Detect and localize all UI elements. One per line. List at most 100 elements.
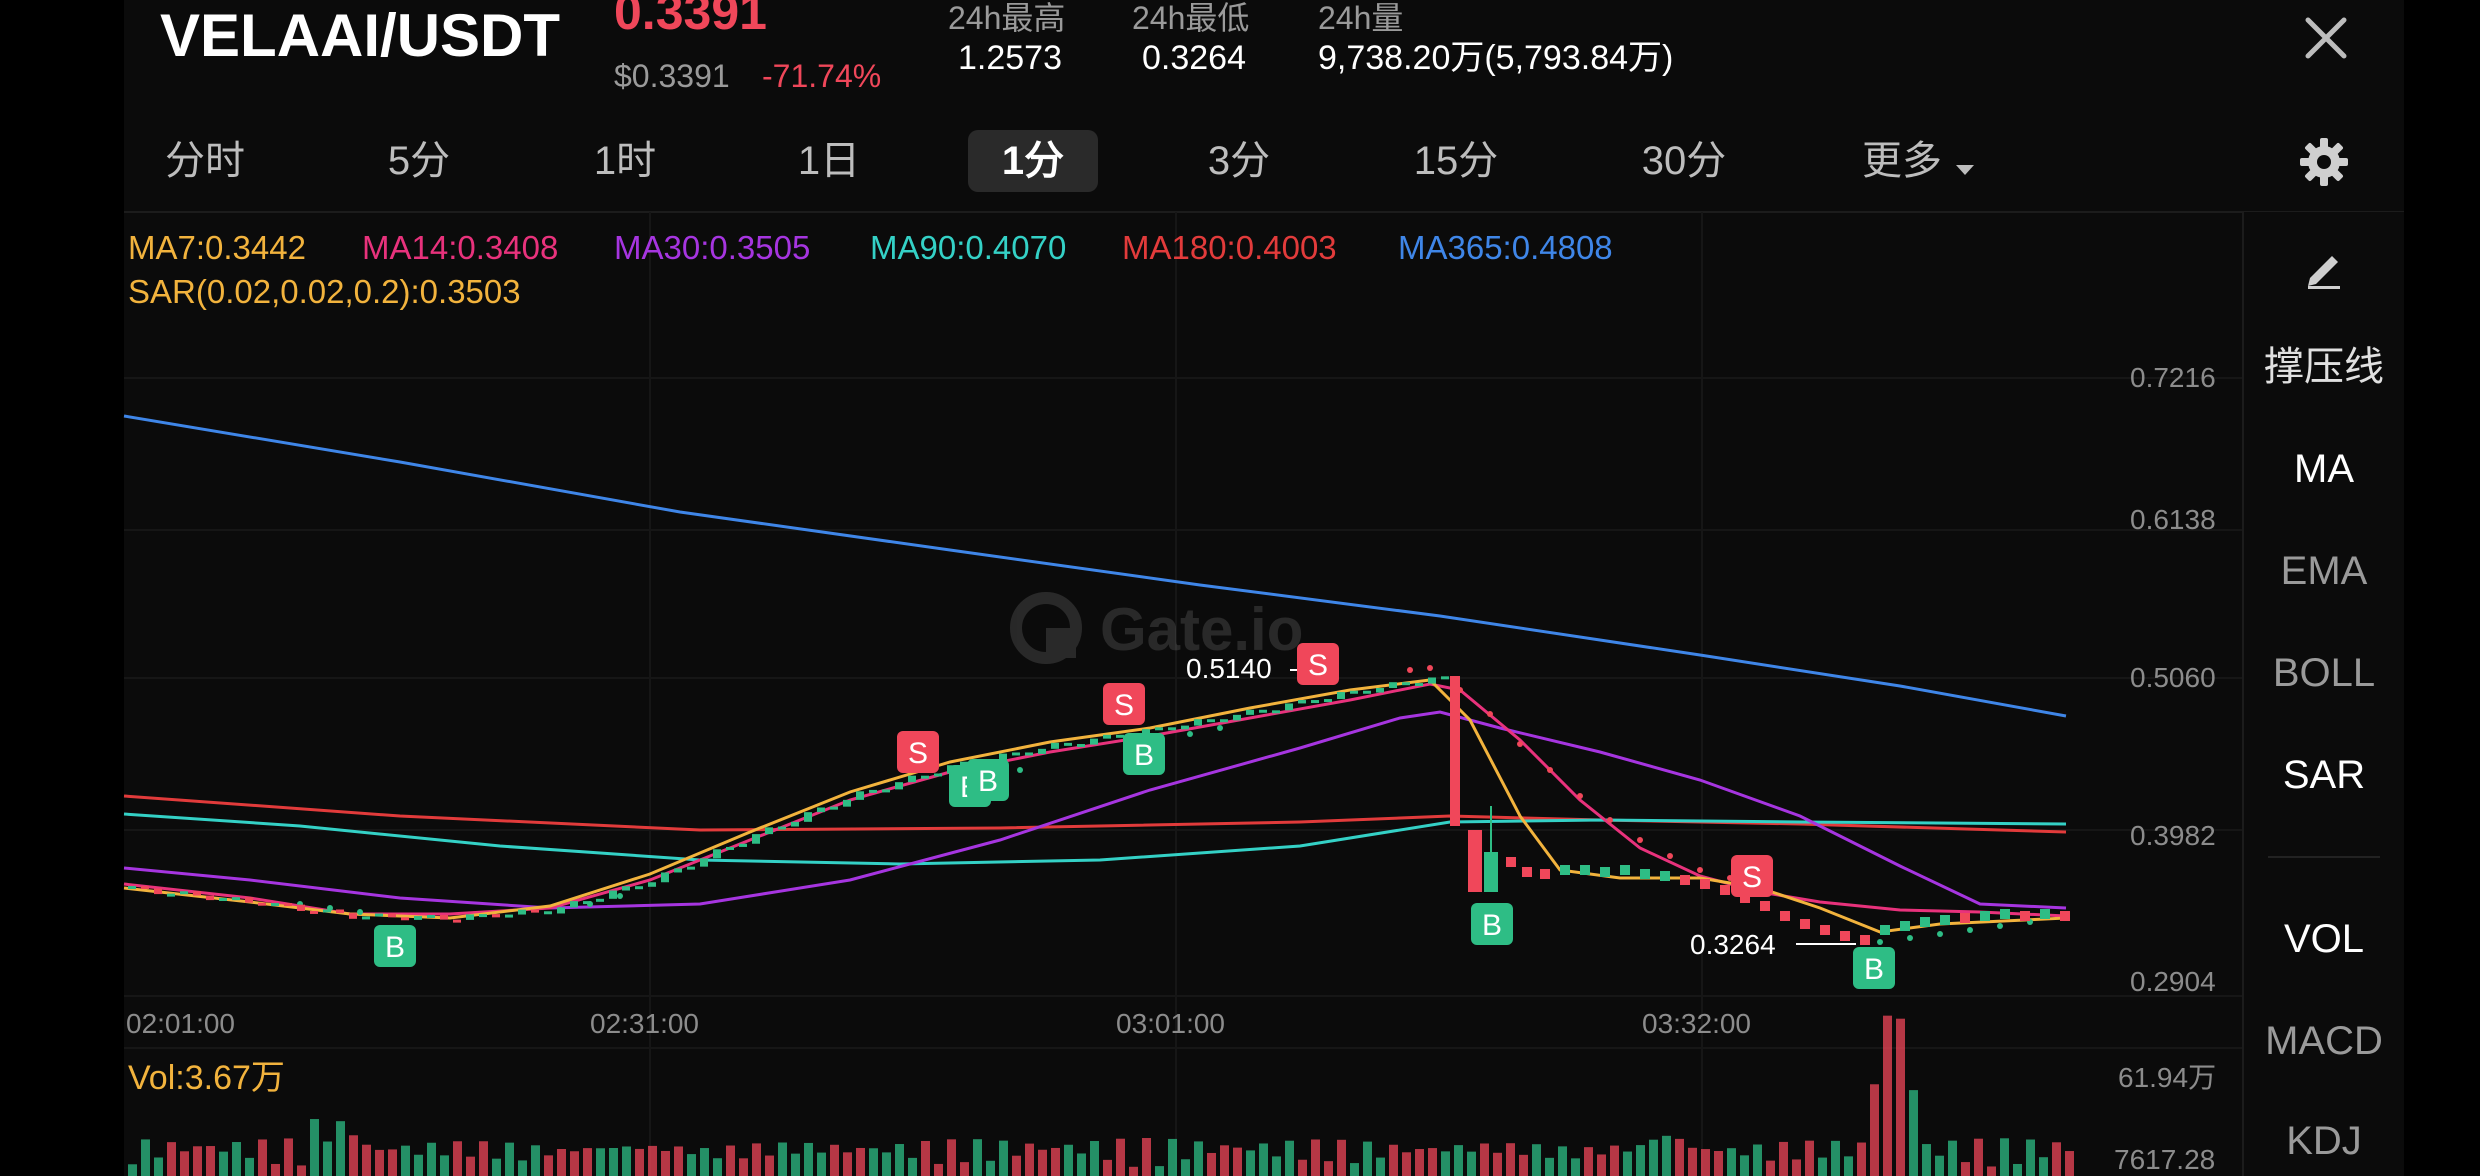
volume-bar (726, 1146, 735, 1176)
candle (518, 910, 526, 915)
sidebar-item-support-resistance[interactable]: 撑压线 (2244, 342, 2404, 392)
candle (700, 858, 708, 866)
volume-bar (648, 1146, 657, 1176)
volume-bar (1779, 1142, 1788, 1176)
sidebar-item-kdj[interactable]: KDJ (2244, 1116, 2404, 1166)
volume-bar (869, 1148, 878, 1176)
volume-bar (1909, 1090, 1918, 1176)
candle (414, 916, 422, 920)
volume-bar (505, 1143, 514, 1176)
volume-bar (1324, 1161, 1333, 1176)
volume-bar (921, 1141, 930, 1176)
volume-bar (1467, 1152, 1476, 1176)
pencil-icon (2302, 246, 2346, 290)
volume-bar (1337, 1140, 1346, 1176)
volume-bar (492, 1159, 501, 1176)
draw-tool-button[interactable] (2244, 240, 2404, 300)
ma30-label: MA30:0.3505 (614, 228, 810, 268)
price-tick: 0.7216 (2130, 362, 2216, 394)
volume-bar (804, 1143, 813, 1176)
volume-bar (1090, 1141, 1099, 1176)
candle (661, 872, 669, 882)
volume-bar (1116, 1139, 1125, 1176)
candle (1900, 921, 1910, 931)
candle (544, 911, 552, 914)
ma365-label: MA365:0.4808 (1398, 228, 1613, 268)
candles (128, 676, 2070, 945)
volume-bar (1428, 1148, 1437, 1176)
volume-bar (1896, 1019, 1905, 1176)
candle (2040, 909, 2050, 919)
candle (1194, 719, 1202, 725)
candle (1285, 703, 1293, 710)
candle (583, 901, 591, 904)
volume-bar (1792, 1159, 1801, 1176)
candle (479, 914, 487, 917)
sidebar-item-sar[interactable]: SAR (2244, 750, 2404, 800)
volume-bar (1675, 1139, 1684, 1176)
candle (362, 916, 370, 919)
sidebar-item-macd[interactable]: MACD (2244, 1016, 2404, 1066)
volume-bar (219, 1152, 228, 1176)
sell-marker: S (1731, 855, 1773, 897)
buy-marker: B (1123, 733, 1165, 775)
volume-bar (1662, 1136, 1671, 1176)
high-annotation: 0.5140 (1186, 653, 1272, 684)
volume-bar (1350, 1163, 1359, 1176)
candle (1441, 676, 1449, 679)
candle (310, 911, 318, 914)
time-tick: 02:01:00 (126, 1008, 235, 1040)
volume-bar (1987, 1166, 1996, 1176)
volume-bar (1259, 1143, 1268, 1176)
volume-bar (999, 1141, 1008, 1176)
candle (856, 791, 864, 800)
sidebar-item-vol[interactable]: VOL (2244, 914, 2404, 964)
candle (882, 789, 890, 792)
volume-bar (1519, 1155, 1528, 1176)
volume-bar (1142, 1138, 1151, 1176)
ma365-line (124, 416, 2066, 716)
candle (427, 915, 435, 918)
volume-bar (1493, 1153, 1502, 1176)
candle (1428, 678, 1436, 684)
volume-bar (674, 1146, 683, 1176)
candle (713, 849, 721, 858)
candle (1860, 935, 1870, 945)
volume-bar (1714, 1151, 1723, 1176)
candle (1522, 867, 1532, 877)
time-tick: 03:01:00 (1116, 1008, 1225, 1040)
candle (1337, 692, 1345, 699)
sidebar-item-ma[interactable]: MA (2244, 444, 2404, 494)
sidebar-item-ema[interactable]: EMA (2244, 546, 2404, 596)
candle (778, 827, 786, 830)
volume-bar (1441, 1151, 1450, 1176)
candle (1560, 865, 1570, 875)
candle (1155, 727, 1163, 730)
volume-bars (128, 1016, 2074, 1176)
volume-bar (479, 1141, 488, 1176)
volume-bar (817, 1153, 826, 1176)
candle (1800, 919, 1810, 929)
ma90-label: MA90:0.4070 (870, 228, 1066, 268)
volume-bar (1532, 1144, 1541, 1176)
candle (1012, 752, 1020, 755)
candle (1780, 911, 1790, 921)
candle (2060, 911, 2070, 921)
candle (934, 773, 942, 776)
sidebar-item-boll[interactable]: BOLL (2244, 648, 2404, 698)
candle (505, 915, 513, 918)
candle (739, 844, 747, 847)
volume-bar (895, 1144, 904, 1176)
candle (466, 914, 474, 920)
candle (141, 886, 149, 889)
candle (869, 790, 877, 793)
ma180-label: MA180:0.4003 (1122, 228, 1337, 268)
candle (297, 905, 305, 911)
candle (219, 898, 227, 901)
svg-text:B: B (1864, 953, 1884, 986)
volume-label: Vol:3.67万 (128, 1058, 285, 1098)
volume-bar (1233, 1148, 1242, 1176)
volume-bar (232, 1142, 241, 1176)
candle (401, 917, 409, 920)
